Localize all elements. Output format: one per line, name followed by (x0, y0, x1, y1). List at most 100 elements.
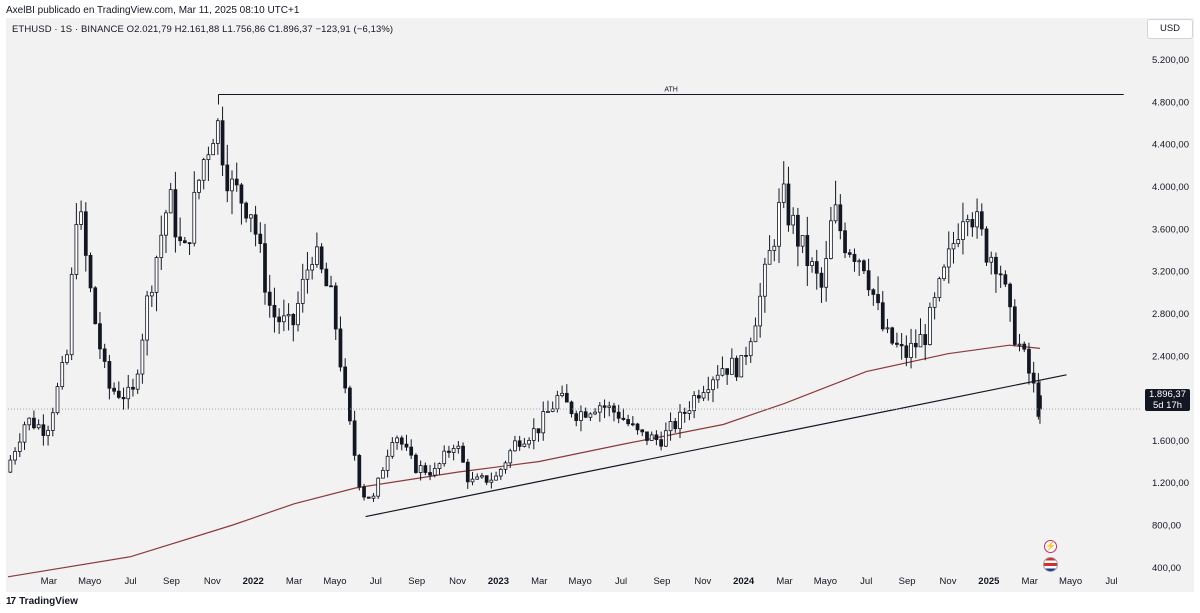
candle-body (381, 469, 385, 479)
flash-event-icon[interactable]: ⚡ (1044, 540, 1057, 553)
candle-body (461, 445, 465, 463)
candle-body (498, 468, 503, 477)
us-flag-event-icon[interactable] (1043, 557, 1058, 572)
candle-body (706, 389, 711, 393)
candle-body (673, 421, 678, 430)
candle-body (876, 294, 880, 304)
candle-body (319, 246, 324, 270)
candle-body (93, 287, 98, 325)
candle-body (588, 413, 593, 418)
candle-body (536, 428, 541, 434)
x-tick-label: Mayo (78, 576, 101, 587)
candle-body (895, 342, 899, 345)
candle-body (385, 455, 390, 471)
candle-body (814, 261, 819, 274)
candle-body (767, 250, 772, 265)
candle-body (956, 239, 961, 245)
candle-body (786, 183, 791, 226)
candle-body (692, 395, 696, 412)
candle-body (564, 392, 569, 403)
x-tick-label: Nov (449, 576, 466, 587)
x-tick-label: Mar (286, 576, 302, 587)
x-tick-label: Nov (694, 576, 711, 587)
candle-body (843, 230, 847, 254)
candle-body (164, 212, 168, 236)
candle-body (291, 314, 296, 326)
candle-body (121, 396, 126, 400)
candle-body (994, 256, 998, 275)
candle-body (527, 439, 531, 445)
candle-body (1031, 372, 1036, 384)
candle-body (838, 204, 843, 232)
x-tick-label: Mar (531, 576, 547, 587)
candle-body (696, 395, 701, 399)
candle-body (60, 362, 65, 387)
candle-body (763, 263, 767, 297)
candle-body (932, 297, 937, 308)
candle-body (720, 368, 725, 376)
candle-body (852, 253, 857, 262)
candle-body (13, 451, 17, 461)
candle-body (645, 431, 649, 441)
candle-body (74, 224, 79, 275)
candle-body (913, 342, 918, 348)
x-tick-label: Mayo (569, 576, 592, 587)
candle-body (315, 246, 319, 265)
candle-body (824, 258, 829, 288)
candle-body (579, 411, 583, 421)
candle-body (942, 266, 946, 280)
candle-body (116, 390, 121, 398)
candle-body (140, 339, 145, 375)
candle-body (65, 354, 69, 363)
candle-body (857, 260, 862, 263)
candle-body (989, 256, 994, 263)
candle-body (102, 348, 107, 362)
candle-body (829, 220, 833, 259)
candle-body (343, 366, 348, 389)
candle-body (432, 468, 437, 476)
candle-body (267, 291, 272, 306)
candle-body (456, 445, 461, 449)
candle-body (357, 454, 362, 488)
candle-body (211, 143, 215, 156)
y-tick-label: 4.000,00 (1152, 182, 1189, 193)
ath-label: ATH (664, 87, 677, 94)
candle-body (442, 450, 447, 465)
candle-body (149, 291, 154, 297)
candle-body (555, 395, 560, 410)
candle-body (348, 387, 352, 422)
chart-area[interactable] (6, 18, 1194, 592)
candle-body (678, 411, 682, 430)
candle-body (711, 379, 715, 391)
candle-body (503, 462, 508, 470)
currency-selector-button[interactable]: USD (1147, 19, 1193, 39)
candles-layer (8, 106, 1042, 502)
candle-body (796, 214, 800, 247)
candle-body (951, 243, 956, 250)
candle-body (607, 405, 612, 408)
x-tick-label: Sep (653, 576, 670, 587)
y-tick-label: 3.600,00 (1152, 224, 1189, 235)
candle-body (654, 434, 659, 441)
candle-body (376, 477, 381, 497)
candle-body (998, 273, 1003, 276)
candle-body (937, 278, 942, 298)
x-tick-label: 2024 (733, 576, 755, 587)
candle-body (112, 387, 116, 392)
candle-body (32, 417, 36, 429)
candle-body (79, 211, 83, 225)
x-tick-label: 2025 (978, 576, 1000, 587)
price-axis: 400,00800,001.200,001.600,002.000,002.40… (1152, 55, 1189, 574)
candle-body (880, 302, 885, 330)
candle-body (206, 154, 211, 160)
candle-body (329, 285, 333, 288)
candle-body (414, 454, 418, 473)
candle-body (154, 257, 159, 293)
candle-body (890, 327, 895, 344)
candle-body (975, 211, 979, 228)
candle-body (362, 486, 366, 498)
y-tick-label: 2.800,00 (1152, 309, 1189, 320)
candle-body (107, 361, 112, 389)
candle-body (522, 443, 527, 447)
